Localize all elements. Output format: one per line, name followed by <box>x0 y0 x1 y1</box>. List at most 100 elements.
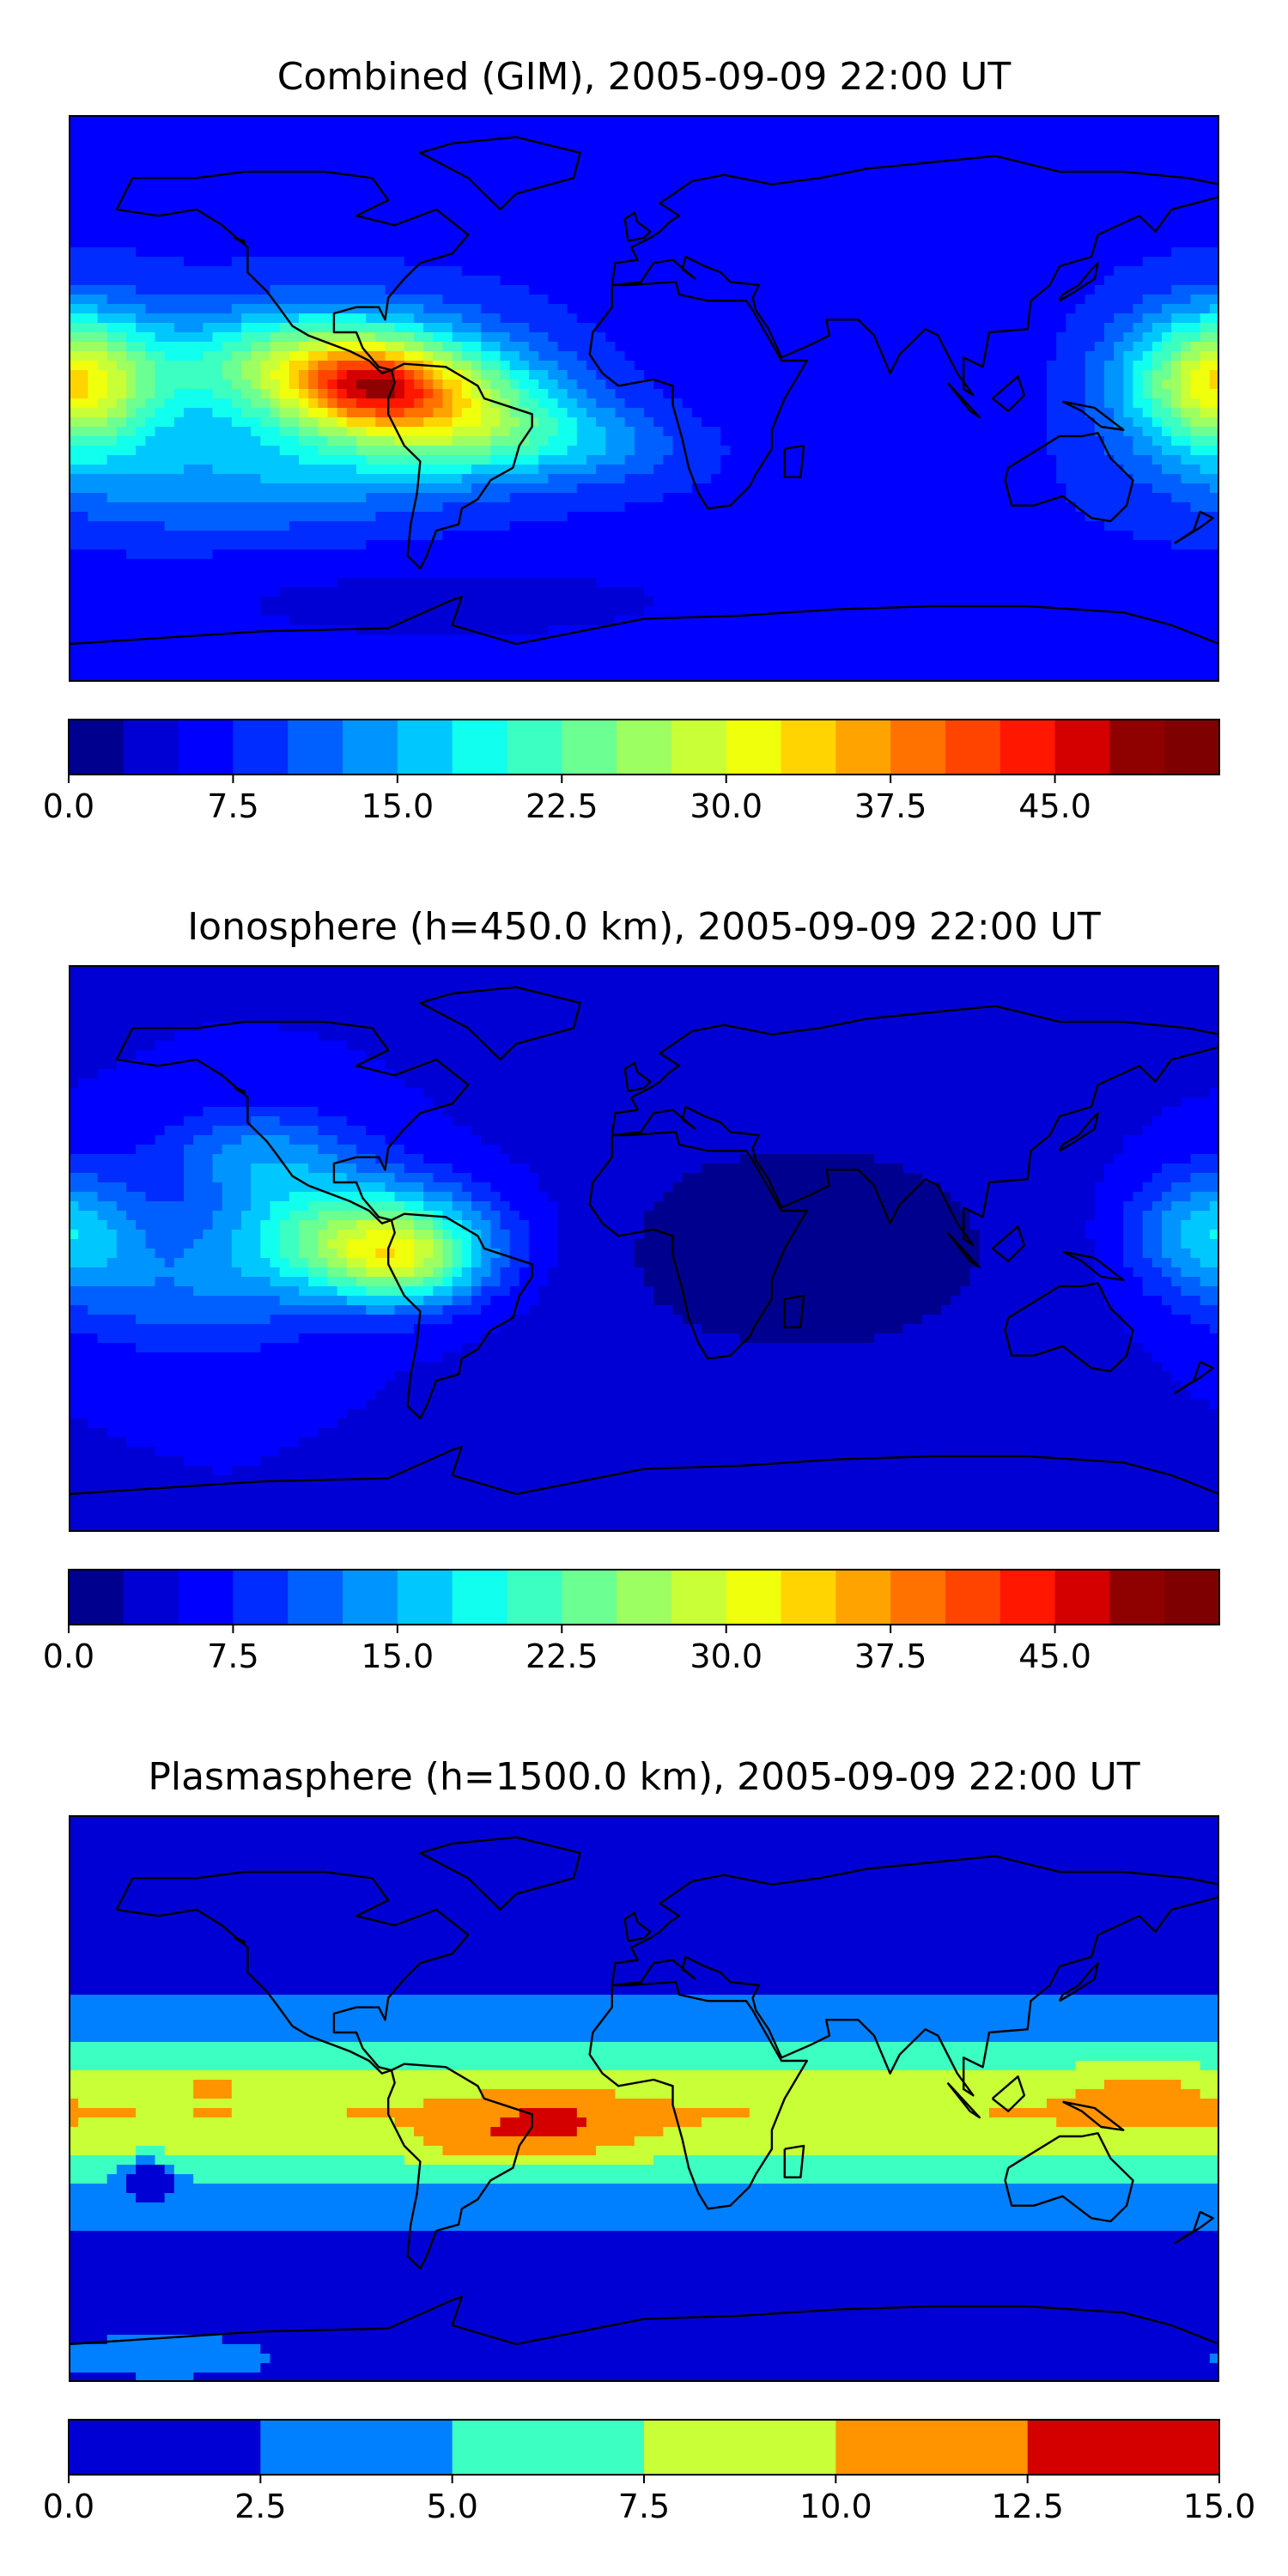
colorbar-swatch <box>999 1570 1056 1625</box>
colorbar-swatch <box>999 720 1056 775</box>
colorbar-swatch <box>452 1570 507 1625</box>
colorbar-swatch <box>726 720 782 775</box>
map-combined <box>69 115 1219 682</box>
colorbar-swatch <box>507 1570 562 1625</box>
colorbar-swatch <box>343 720 398 775</box>
colorbar-tick-label: 2.5 <box>234 2488 286 2525</box>
colorbar-tick-label: 0.0 <box>43 787 94 825</box>
colorbar-tick-label: 10.0 <box>799 2488 872 2525</box>
coastlines <box>69 136 1219 646</box>
colorbar-tick-label: 15.0 <box>361 1637 434 1675</box>
colorbar-tick-label: 0.0 <box>43 2488 94 2525</box>
tec-field <box>69 1815 1219 2382</box>
coastline <box>419 1836 581 1911</box>
coastline <box>1062 2100 1125 2131</box>
colorbar-swatch <box>288 1570 343 1625</box>
colorbar-swatch <box>260 2420 453 2475</box>
coastline <box>1174 2210 1214 2245</box>
colorbar-tick-label: 0.0 <box>43 1637 94 1675</box>
coastline <box>991 375 1026 412</box>
coastline <box>946 1231 981 1269</box>
colorbar-swatch <box>69 720 125 775</box>
colorbar-swatch <box>178 1570 234 1625</box>
colorbar-swatch <box>397 720 453 775</box>
colorbar-swatch <box>343 1570 398 1625</box>
coastline <box>783 2144 805 2178</box>
coastline <box>991 1225 1026 1262</box>
colorbar-swatch <box>452 720 507 775</box>
coastline <box>387 362 533 570</box>
colorbar-swatch <box>835 720 891 775</box>
coastline <box>611 1005 1219 1247</box>
colorbar-swatch <box>1109 720 1165 775</box>
colorbar-tick-label: 22.5 <box>526 787 598 825</box>
coastline <box>234 236 246 246</box>
colorbar-tick-label: 30.0 <box>690 787 762 825</box>
colorbar-frame <box>68 719 1220 775</box>
colorbar-swatch <box>397 1570 453 1625</box>
tec-field <box>69 115 1219 682</box>
colorbar-tick-label: 22.5 <box>526 1637 598 1675</box>
colorbar-ionosphere: 0.0 7.5 15.0 22.5 30.0 37.5 45.0 <box>43 1569 1220 1675</box>
map-ionosphere <box>69 965 1219 1532</box>
tec-field <box>69 965 1219 1532</box>
coastline <box>387 2063 533 2270</box>
map-plasmasphere <box>69 1815 1219 2382</box>
coastline <box>1058 262 1099 302</box>
colorbar-swatch <box>233 1570 289 1625</box>
coastline <box>946 381 981 419</box>
colorbar-swatch <box>1109 1570 1165 1625</box>
coastline <box>623 1061 652 1092</box>
coastline <box>234 1936 246 1946</box>
colorbar-tick-label: 15.0 <box>361 787 434 825</box>
panel-title: Combined (GIM), 2005-09-09 22:00 UT <box>0 55 1288 99</box>
coastline <box>1004 2132 1134 2223</box>
colorbar-swatch <box>452 2420 645 2475</box>
colorbar-swatch <box>671 1570 727 1625</box>
colorbar-swatch <box>288 720 343 775</box>
coastline <box>115 1870 470 2075</box>
coastline <box>588 281 808 510</box>
colorbar-swatch <box>644 2420 836 2475</box>
coastline <box>115 170 470 374</box>
colorbar-swatch <box>1164 1570 1220 1625</box>
coastline <box>387 1212 533 1420</box>
colorbar-swatch <box>1054 1570 1110 1625</box>
coastline <box>623 1911 652 1942</box>
colorbar-swatch <box>69 2420 261 2475</box>
coastlines <box>69 1836 1219 2346</box>
coastline <box>69 595 1219 646</box>
map-frame <box>69 965 1219 1532</box>
panel-title: Ionosphere (h=450.0 km), 2005-09-09 22:0… <box>0 905 1288 949</box>
coastline <box>611 155 1219 397</box>
colorbar-plasmasphere: 0.0 2.5 5.0 7.5 10.0 12.5 15.0 <box>43 2419 1256 2525</box>
coastline <box>1062 1250 1125 1281</box>
colorbar-tick-label: 15.0 <box>1183 2488 1256 2525</box>
colorbar-swatch <box>617 720 672 775</box>
colorbar-swatch <box>890 720 946 775</box>
colorbar-swatch <box>1164 720 1220 775</box>
colorbar-swatch <box>781 1570 836 1625</box>
colorbar-tick-label: 37.5 <box>854 787 927 825</box>
colorbar-frame <box>68 1569 1220 1625</box>
colorbar-swatch <box>781 720 836 775</box>
coastline <box>1004 432 1134 523</box>
coastline <box>419 136 581 210</box>
colorbar-swatch <box>835 1570 891 1625</box>
colorbar-tick-label: 45.0 <box>1018 1637 1091 1675</box>
colorbar-swatch <box>617 1570 672 1625</box>
coastline <box>623 211 652 242</box>
colorbar-tick-label: 5.0 <box>426 2488 477 2525</box>
colorbar-tick-label: 37.5 <box>854 1637 927 1675</box>
coastline <box>69 2295 1219 2346</box>
colorbar-swatch <box>835 2420 1029 2475</box>
colorbar-combined: 0.0 7.5 15.0 22.5 30.0 37.5 45.0 <box>43 719 1220 825</box>
coastline <box>234 1086 246 1096</box>
map-frame <box>69 1815 1219 2382</box>
coastline <box>1004 1282 1134 1373</box>
panel-title: Plasmasphere (h=1500.0 km), 2005-09-09 2… <box>0 1755 1288 1799</box>
colorbar-swatch <box>890 1570 946 1625</box>
colorbar-swatch <box>945 720 1001 775</box>
colorbar-swatch <box>123 720 179 775</box>
map-frame <box>69 115 1219 682</box>
